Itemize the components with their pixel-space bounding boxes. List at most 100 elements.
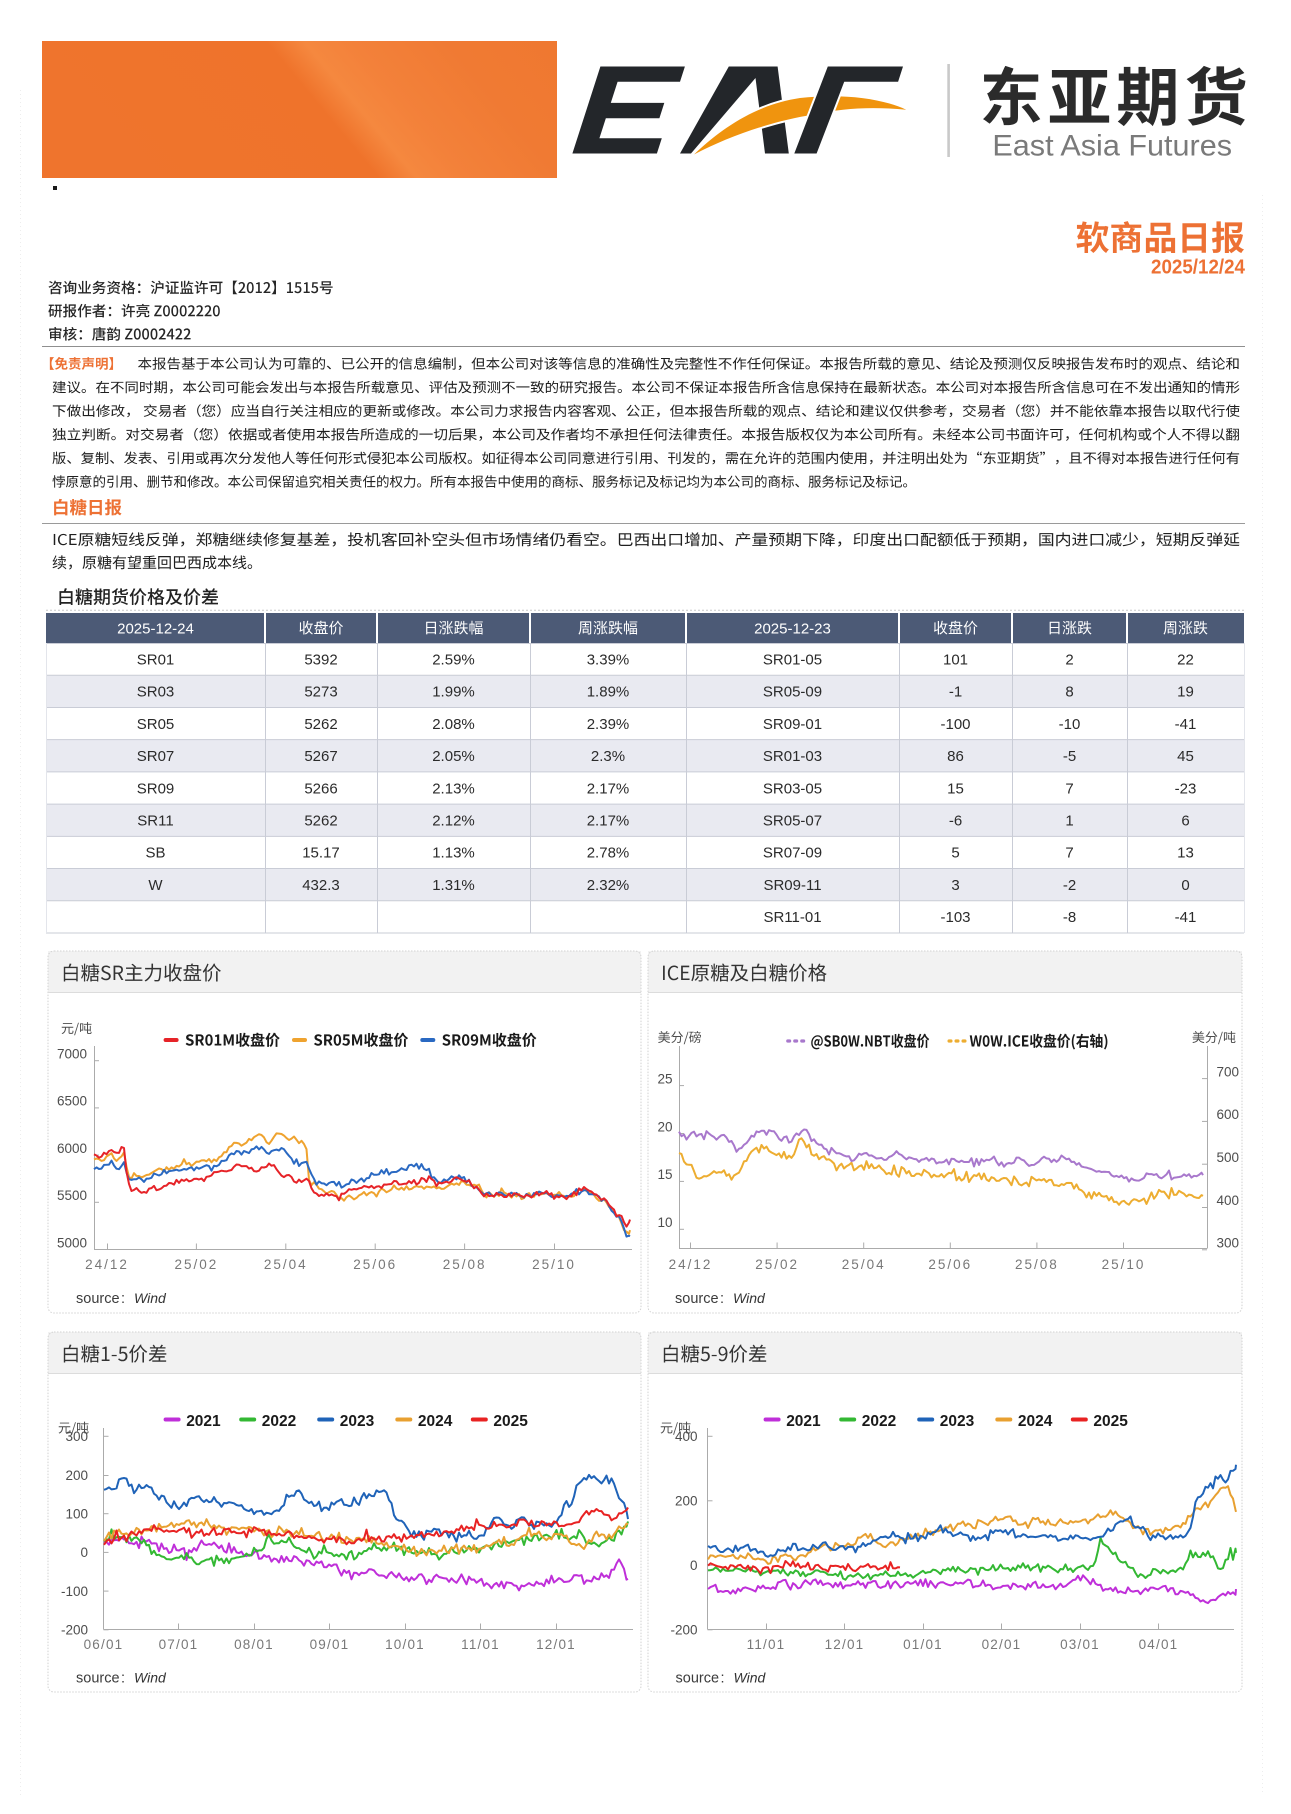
- svg-text:25/06: 25/06: [928, 1257, 972, 1272]
- svg-text:03/01: 03/01: [1060, 1637, 1100, 1652]
- svg-text:100: 100: [65, 1507, 88, 1522]
- svg-text:0: 0: [1181, 877, 1189, 894]
- svg-text:SR05-07: SR05-07: [763, 813, 822, 830]
- svg-text:5392: 5392: [304, 651, 337, 668]
- svg-text:6500: 6500: [57, 1094, 87, 1109]
- svg-text:Wind: Wind: [734, 1670, 767, 1686]
- svg-text::: :: [121, 1671, 125, 1687]
- svg-text:-10: -10: [1059, 716, 1081, 733]
- svg-text:2.13%: 2.13%: [432, 780, 475, 797]
- svg-text:25/08: 25/08: [1015, 1257, 1059, 1272]
- svg-text:2021: 2021: [186, 1413, 221, 1430]
- svg-text:200: 200: [675, 1494, 698, 1509]
- svg-text:SR03-05: SR03-05: [763, 780, 822, 797]
- svg-text:-100: -100: [61, 1584, 88, 1599]
- svg-text:5262: 5262: [304, 813, 337, 830]
- svg-text:400: 400: [1217, 1193, 1240, 1208]
- svg-text:5: 5: [951, 845, 959, 862]
- svg-text:-200: -200: [61, 1623, 88, 1638]
- svg-text:SR01: SR01: [137, 651, 175, 668]
- svg-text:SR03: SR03: [137, 684, 175, 701]
- svg-text:0: 0: [80, 1545, 88, 1560]
- svg-text:SR07-09: SR07-09: [763, 845, 822, 862]
- svg-text:11/01: 11/01: [747, 1637, 786, 1652]
- svg-text:7: 7: [1065, 780, 1073, 797]
- svg-text::: :: [121, 1291, 125, 1307]
- svg-text:2.12%: 2.12%: [432, 813, 475, 830]
- svg-text:East Asia Futures: East Asia Futures: [992, 130, 1232, 163]
- svg-text:08/01: 08/01: [234, 1637, 274, 1652]
- svg-text:6000: 6000: [57, 1141, 87, 1156]
- svg-text:13: 13: [1177, 845, 1194, 862]
- svg-text:0: 0: [690, 1558, 698, 1573]
- svg-text::: :: [721, 1671, 725, 1687]
- svg-text:2.39%: 2.39%: [587, 716, 630, 733]
- svg-text:6: 6: [1181, 813, 1189, 830]
- svg-text:2021: 2021: [786, 1413, 821, 1430]
- svg-text:-41: -41: [1175, 909, 1197, 926]
- svg-text:2.3%: 2.3%: [591, 748, 625, 765]
- svg-text:W: W: [148, 877, 163, 894]
- svg-text:25/10: 25/10: [1102, 1257, 1146, 1272]
- svg-text:2025: 2025: [1093, 1413, 1128, 1430]
- svg-text:20: 20: [657, 1119, 672, 1134]
- svg-text:25/04: 25/04: [264, 1257, 308, 1272]
- svg-text:-5: -5: [1063, 748, 1076, 765]
- svg-text:19: 19: [1177, 684, 1194, 701]
- svg-text:SR05-09: SR05-09: [763, 684, 822, 701]
- svg-text:SR11-01: SR11-01: [763, 909, 821, 926]
- svg-text:5273: 5273: [304, 684, 337, 701]
- svg-text:2.78%: 2.78%: [587, 845, 630, 862]
- svg-text:25/02: 25/02: [175, 1257, 219, 1272]
- svg-text:-6: -6: [949, 813, 962, 830]
- svg-text:source: source: [76, 1671, 120, 1687]
- svg-text:01/01: 01/01: [903, 1637, 943, 1652]
- svg-text:12/01: 12/01: [825, 1637, 865, 1652]
- svg-text:source: source: [76, 1291, 120, 1307]
- svg-text:SR11: SR11: [137, 813, 173, 830]
- svg-text:04/01: 04/01: [1139, 1637, 1179, 1652]
- svg-text:15: 15: [657, 1167, 672, 1182]
- svg-text:2023: 2023: [940, 1413, 975, 1430]
- svg-text:300: 300: [1217, 1236, 1240, 1251]
- svg-text:25/02: 25/02: [755, 1257, 799, 1272]
- svg-text:15: 15: [947, 780, 964, 797]
- svg-text:10: 10: [657, 1215, 672, 1230]
- svg-text:SR01-05: SR01-05: [763, 651, 822, 668]
- svg-text:2.08%: 2.08%: [432, 716, 475, 733]
- svg-text:2025/12/24: 2025/12/24: [1151, 257, 1246, 279]
- svg-text:22: 22: [1177, 651, 1194, 668]
- svg-text:2022: 2022: [262, 1413, 296, 1430]
- svg-text:400: 400: [675, 1429, 698, 1444]
- svg-text:5262: 5262: [304, 716, 337, 733]
- svg-text:-8: -8: [1063, 909, 1076, 926]
- svg-text:2.17%: 2.17%: [587, 780, 630, 797]
- svg-text:25/06: 25/06: [353, 1257, 397, 1272]
- svg-text:SB: SB: [145, 845, 165, 862]
- svg-text:25/08: 25/08: [443, 1257, 487, 1272]
- svg-text:300: 300: [65, 1429, 88, 1444]
- svg-text:07/01: 07/01: [159, 1637, 199, 1652]
- svg-text:24/12: 24/12: [85, 1257, 129, 1272]
- svg-text:source: source: [676, 1671, 720, 1687]
- svg-text:2024: 2024: [418, 1413, 453, 1430]
- svg-text:1: 1: [1065, 813, 1073, 830]
- svg-text:2025-12-24: 2025-12-24: [117, 620, 194, 637]
- svg-text:12/01: 12/01: [536, 1637, 576, 1652]
- svg-text:24/12: 24/12: [669, 1257, 713, 1272]
- svg-text:7000: 7000: [57, 1047, 87, 1062]
- svg-text:1.89%: 1.89%: [587, 684, 630, 701]
- svg-text:06/01: 06/01: [84, 1637, 124, 1652]
- svg-text:SR09-01: SR09-01: [763, 716, 822, 733]
- svg-text:3: 3: [951, 877, 959, 894]
- svg-text:25/10: 25/10: [532, 1257, 576, 1272]
- svg-text:45: 45: [1177, 748, 1194, 765]
- svg-text:7: 7: [1065, 845, 1073, 862]
- svg-text:2025-12-23: 2025-12-23: [754, 620, 831, 637]
- svg-text:-41: -41: [1175, 716, 1197, 733]
- svg-text:Wind: Wind: [134, 1290, 167, 1306]
- svg-text:-100: -100: [940, 716, 970, 733]
- svg-text:02/01: 02/01: [982, 1637, 1022, 1652]
- svg-text:25: 25: [657, 1071, 672, 1086]
- svg-text:700: 700: [1217, 1064, 1240, 1079]
